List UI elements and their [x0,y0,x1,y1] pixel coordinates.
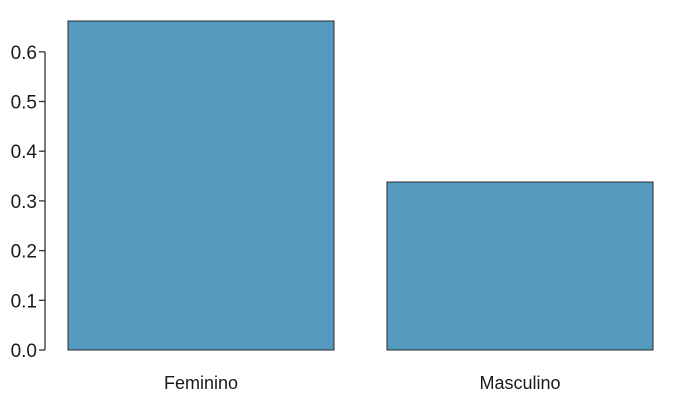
y-tick-label: 0.4 [11,142,38,163]
x-axis-labels: Feminino Masculino [164,373,561,393]
bar-masculino [386,181,654,351]
y-axis: 0.0 0.1 0.2 0.3 0.4 0.5 0.6 [11,43,46,362]
bars [67,20,654,351]
x-tick-label: Masculino [479,373,560,393]
y-tick-label: 0.3 [11,192,37,213]
bar-feminino [67,20,335,351]
y-tick-label: 0.2 [11,242,37,263]
y-tick-label: 0.0 [11,341,37,362]
y-tick-label: 0.5 [11,93,37,114]
y-tick-label: 0.6 [11,43,37,64]
y-tick-label: 0.1 [11,291,37,312]
x-tick-label: Feminino [164,373,238,393]
